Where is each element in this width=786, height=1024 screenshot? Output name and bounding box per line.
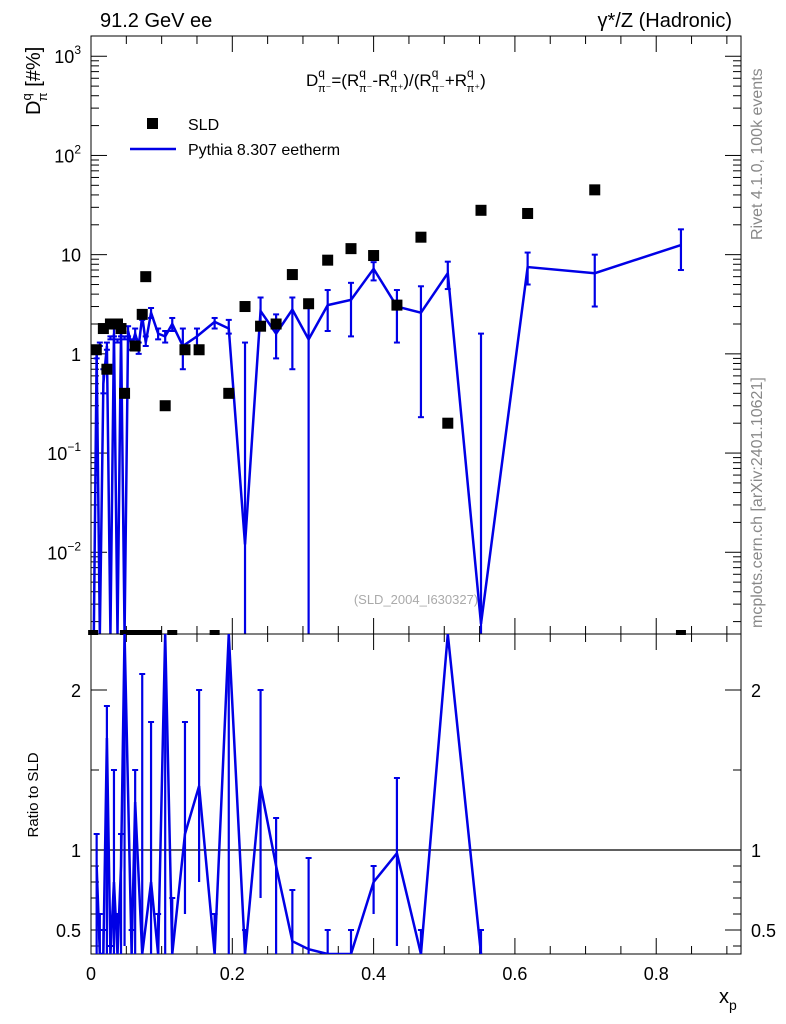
ratio-y-tick-label: 2	[71, 681, 81, 701]
legend-label-sld: SLD	[188, 117, 219, 134]
sld-point	[270, 318, 282, 330]
sld-point-below-range	[675, 630, 686, 635]
x-axis-label: xp	[719, 986, 737, 1013]
sld-point	[345, 243, 357, 255]
x-tick-label: 0.6	[502, 964, 527, 984]
sld-point	[475, 204, 487, 216]
sld-point-below-range	[167, 630, 178, 635]
mc-line	[92, 243, 682, 634]
sld-point	[303, 298, 315, 310]
ratio-y-tick-label: 0.5	[56, 921, 81, 941]
sld-point	[115, 323, 127, 335]
x-tick-label: 0	[86, 964, 96, 984]
sld-point-below-range	[151, 630, 162, 635]
main-y-tick-label: 10−2	[47, 539, 81, 563]
ratio-plot: 0 0.2 0.4 0.6 0.8 0.5 0.5 1 1 2 2	[56, 633, 776, 984]
sld-point	[136, 308, 148, 320]
sld-point	[322, 254, 334, 266]
main-y-tick-label: 10−1	[47, 440, 81, 464]
side-label-top: Rivet 4.1.0, 100k events	[749, 68, 766, 240]
x-tick-label: 0.4	[361, 964, 386, 984]
sld-point	[140, 271, 152, 283]
x-tick-label: 0.8	[644, 964, 669, 984]
ratio-y-axis-label: Ratio to SLD	[25, 752, 42, 837]
sld-point	[239, 301, 251, 313]
sld-point-below-range	[126, 630, 137, 635]
header-right: γ*/Z (Hadronic)	[598, 10, 732, 32]
sld-point	[415, 231, 427, 243]
sld-point	[179, 344, 191, 356]
sld-point-below-range	[143, 630, 154, 635]
ratio-y-tick-label-right: 0.5	[751, 921, 776, 941]
ratio-frame	[90, 633, 742, 955]
main-y-tick-label: 1	[71, 345, 81, 365]
header-left: 91.2 GeV ee	[100, 10, 212, 32]
sld-point	[104, 318, 116, 330]
main-plot: 10−2 10−1 1 10 102 103	[47, 35, 742, 635]
watermark: (SLD_2004_I630327)	[354, 592, 478, 607]
formula: Dq π⁻=(Rq π⁻-Rq π⁺)/(Rq π⁻+Rq π⁺)	[306, 66, 486, 95]
sld-point	[522, 207, 534, 219]
sld-point-below-range	[209, 630, 220, 635]
sld-point	[442, 417, 454, 429]
sld-point	[193, 344, 205, 356]
legend-marker-sld	[147, 118, 158, 129]
sld-point-below-range	[119, 630, 130, 635]
sld-point	[90, 344, 102, 356]
sld-point	[129, 340, 141, 352]
main-y-tick-label: 102	[54, 142, 81, 166]
ratio-y-tick-label-right: 1	[751, 841, 761, 861]
ratio-line	[95, 634, 483, 954]
x-tick-label: 0.2	[220, 964, 245, 984]
ratio-y-tick-label: 1	[71, 841, 81, 861]
ratio-series	[93, 634, 484, 954]
sld-point	[101, 363, 113, 375]
mc-series	[91, 228, 684, 634]
ratio-y-tick-label-right: 2	[751, 681, 761, 701]
sld-point	[391, 299, 403, 311]
side-label-bottom: mcplots.cern.ch [arXiv:2401.10621]	[749, 377, 766, 628]
main-y-tick-label: 103	[54, 43, 81, 67]
legend: SLD Pythia 8.307 eetherm	[130, 117, 340, 159]
sld-point	[286, 269, 298, 281]
legend-label-pythia: Pythia 8.307 eetherm	[188, 142, 340, 159]
svg-text:Dqπ [#%]: Dqπ [#%]	[19, 47, 50, 115]
sld-series	[88, 184, 686, 635]
sld-point	[589, 184, 601, 196]
sld-point	[159, 400, 171, 412]
sld-point	[368, 250, 380, 262]
sld-point	[119, 387, 131, 399]
sld-point	[97, 323, 109, 335]
sld-point-below-range	[88, 630, 99, 635]
main-y-axis-label: Dqπ [#%]	[19, 47, 50, 115]
sld-point	[255, 320, 267, 332]
sld-point-below-range	[134, 630, 145, 635]
sld-point	[223, 387, 235, 399]
main-y-tick-label: 10	[61, 246, 81, 266]
